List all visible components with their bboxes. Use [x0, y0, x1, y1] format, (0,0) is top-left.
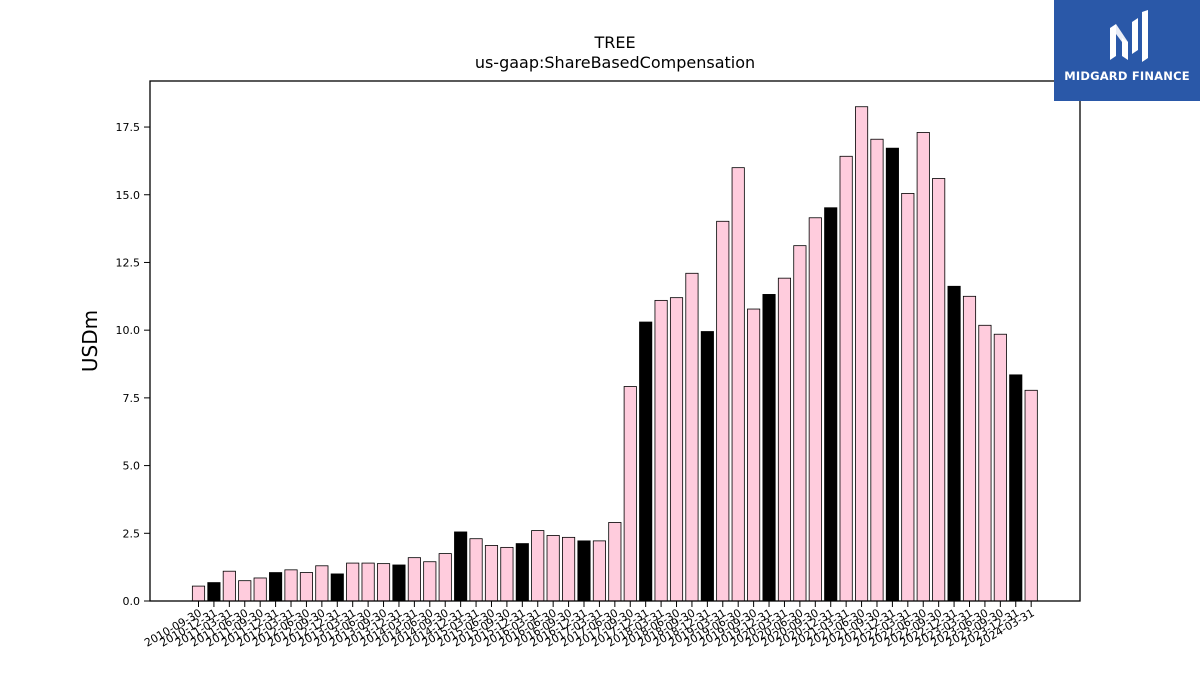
bars-group	[191, 106, 1038, 602]
bar-2014-06-30	[423, 561, 437, 602]
bar-2023-03-31	[962, 295, 977, 602]
bar-2024-03-31	[1024, 389, 1038, 602]
bar-2021-12-31	[885, 147, 899, 602]
bar-2022-03-31	[901, 192, 915, 602]
bar-2014-12-31	[454, 531, 468, 602]
y-tick-label: 2.5	[123, 527, 141, 540]
bar-2015-06-30	[484, 545, 499, 602]
brand-badge: MIDGARD FINANCE	[1054, 0, 1200, 101]
bar-2017-03-31	[592, 540, 606, 602]
bar-2019-03-31	[716, 220, 730, 602]
bar-2022-06-30	[916, 132, 930, 602]
bar-2017-06-30	[608, 522, 622, 602]
bar-2016-03-31	[531, 530, 545, 602]
bar-2022-09-30	[932, 178, 946, 602]
bar-2016-06-30	[546, 535, 560, 602]
chart-subtitle: us-gaap:ShareBasedCompensation	[475, 53, 755, 72]
bar-2013-12-31	[392, 564, 406, 602]
bar-2013-09-30	[376, 563, 391, 602]
bar-2020-09-30	[808, 217, 822, 602]
bar-2018-06-30	[669, 297, 684, 602]
bar-2018-09-30	[685, 272, 699, 602]
y-tick-label: 7.5	[123, 392, 141, 405]
bar-2015-09-30	[500, 546, 514, 602]
bar-2019-09-30	[747, 308, 761, 602]
bar-2013-03-31	[346, 562, 360, 602]
bar-2017-09-30	[623, 386, 637, 602]
y-tick-label: 15.0	[116, 189, 141, 202]
chart-title: TREE	[593, 33, 635, 52]
y-tick-label: 5.0	[123, 460, 141, 473]
bar-2014-09-30	[438, 553, 452, 602]
bar-2019-12-31	[762, 294, 776, 602]
y-axis-label: USDm	[78, 310, 102, 372]
bar-2017-12-31	[639, 321, 653, 602]
y-tick-label: 0.0	[123, 595, 141, 608]
bar-2010-09-30	[191, 585, 206, 602]
bar-2011-06-30	[238, 580, 252, 602]
bar-2015-03-31	[469, 538, 483, 602]
y-tick-label: 10.0	[116, 324, 141, 337]
bar-2023-12-31	[1009, 374, 1023, 602]
bar-2023-09-30	[993, 333, 1007, 602]
bar-2022-12-31	[947, 285, 961, 602]
bar-2012-09-30	[315, 565, 329, 602]
bar-2011-12-31	[269, 572, 283, 602]
bar-2012-06-30	[299, 572, 313, 602]
bar-2020-12-31	[824, 207, 838, 602]
bar-2015-12-31	[515, 543, 529, 602]
bar-2013-06-30	[361, 562, 375, 602]
bar-2012-03-31	[284, 569, 298, 602]
bar-2020-06-30	[793, 245, 807, 602]
x-axis: 2010-09-302010-12-312011-03-312011-06-30…	[142, 601, 1037, 650]
bar-2011-03-31	[222, 570, 236, 602]
bar-2018-03-31	[654, 299, 668, 602]
bar-2020-03-31	[777, 277, 792, 602]
bar-2016-09-30	[562, 536, 576, 602]
plot-frame	[149, 80, 1081, 602]
bar-2018-12-31	[700, 331, 714, 602]
y-axis: 0.0 2.5 5.0 7.5 10.0 12.5 15.0 17.5	[116, 121, 150, 608]
bar-2019-06-30	[731, 167, 745, 602]
bar-2021-06-30	[855, 106, 869, 602]
bar-2011-09-30	[253, 577, 267, 602]
bar-2021-09-30	[870, 138, 884, 602]
bar-2012-12-31	[330, 573, 344, 602]
bar-2023-06-30	[978, 324, 992, 602]
bar-2021-03-31	[839, 155, 853, 602]
bar-2010-12-31	[207, 582, 221, 602]
y-tick-label: 17.5	[116, 121, 141, 134]
brand-name: MIDGARD FINANCE	[1064, 69, 1190, 83]
bar-2014-03-31	[407, 557, 421, 602]
y-tick-label: 12.5	[116, 256, 141, 269]
midgard-m-logo-icon	[1110, 10, 1148, 62]
bar-2016-12-31	[577, 540, 591, 602]
